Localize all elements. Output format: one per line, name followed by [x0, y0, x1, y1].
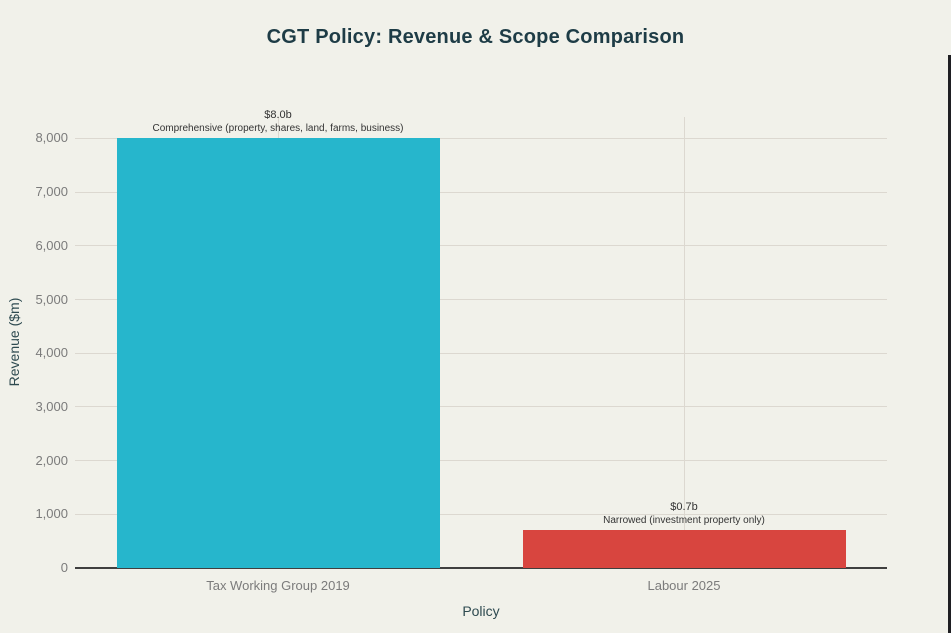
bar-annotation: $8.0b Comprehensive (property, shares, la…: [68, 109, 488, 135]
y-tick-label: 7,000: [35, 184, 68, 200]
gridline-horizontal: [75, 406, 887, 408]
gridline-horizontal: [75, 352, 887, 354]
x-tick-label: Labour 2025: [647, 578, 721, 593]
y-tick-label: 6,000: [35, 237, 68, 253]
y-tick-label: 5,000: [35, 291, 68, 307]
chart-title: CGT Policy: Revenue & Scope Comparison: [266, 26, 685, 48]
bar-scope-label: Narrowed (investment property only): [603, 515, 765, 527]
y-axis-title: Revenue ($m): [6, 297, 22, 387]
y-tick-label: 8,000: [35, 130, 68, 146]
gridline-vertical: [683, 117, 685, 568]
y-tick-label: 2,000: [35, 452, 68, 468]
x-axis-title: Policy: [462, 603, 500, 619]
x-axis-line: [75, 567, 887, 569]
chart-bar[interactable]: [522, 530, 846, 568]
gridline-horizontal: [75, 460, 887, 462]
bar-scope-label: Comprehensive (property, shares, land, f…: [152, 123, 404, 135]
bar-value-label: $8.0b: [264, 109, 292, 122]
gridline-horizontal: [75, 299, 887, 301]
chart-bar[interactable]: [116, 138, 440, 568]
gridline-horizontal: [75, 137, 887, 139]
y-tick-label: 3,000: [35, 398, 68, 414]
bar-annotation: $0.7b Narrowed (investment property only): [474, 501, 894, 527]
gridline-horizontal: [75, 513, 887, 515]
y-tick-label: 1,000: [35, 506, 68, 522]
gridline-horizontal: [75, 245, 887, 247]
bar-value-label: $0.7b: [670, 501, 698, 514]
y-tick-label: 0: [60, 560, 68, 575]
window-right-edge: [948, 55, 951, 633]
gridline-horizontal: [75, 191, 887, 193]
x-tick-label: Tax Working Group 2019: [206, 578, 350, 593]
y-tick-label: 4,000: [35, 345, 68, 361]
